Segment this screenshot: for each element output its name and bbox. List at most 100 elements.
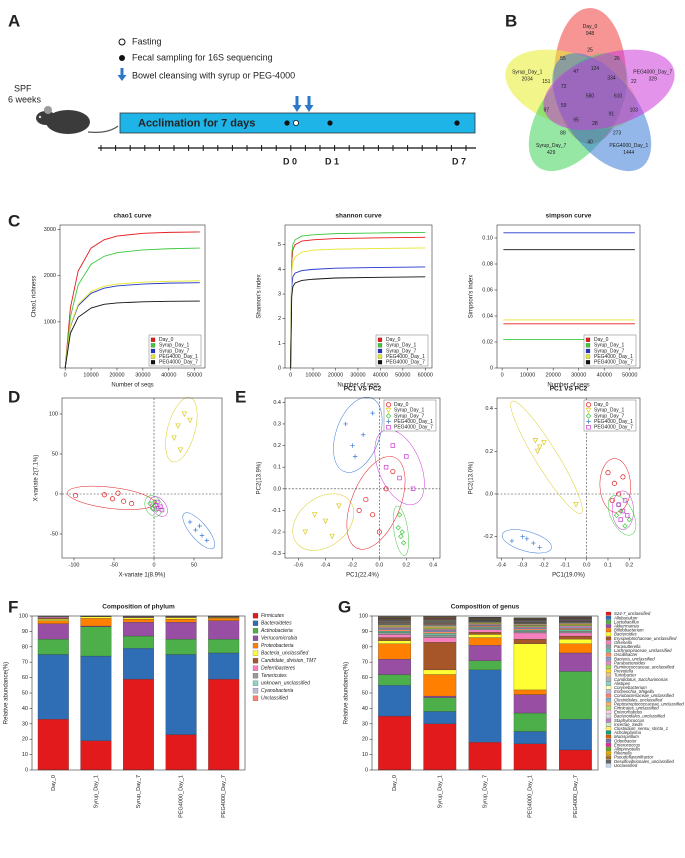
legend-swatch [605,738,612,743]
point [390,468,396,475]
point [197,523,202,529]
legend-swatch [605,722,612,727]
legend-swatch [150,337,156,342]
y-axis-label: Simpson's index [469,275,475,319]
venn-set-name: PEG4000_Day_1 [609,143,648,149]
bar-segment [423,697,457,712]
legend-box [375,334,429,367]
venn-region-count: 610 [614,93,623,99]
legend-label: PEG4000_Day_1 [594,419,633,425]
legend-label: Peptostreptococcaceae_unclassified [614,701,684,706]
legend-label: Proteobacteria [261,643,294,649]
bar-segment [513,689,547,695]
bar-segment [123,622,154,637]
legend-label: Lactobacillus [614,619,640,624]
y-tick-label: 0.4 [485,406,493,412]
legend-swatch [605,673,612,678]
legend-swatch [605,747,612,751]
legend-label: Day_0 [594,402,609,408]
legend-swatch [585,337,591,342]
legend-swatch [605,759,612,764]
point [101,492,107,498]
bar-segment [423,695,457,698]
legend-label: Syrup_Day_1 [594,343,625,349]
bar-segment [208,652,240,680]
legend-swatch [252,613,259,619]
legend-label: S24-7_unclassified [614,611,651,616]
chart-title: chao1 curve [114,213,152,220]
point [620,474,626,480]
bar-segment [80,618,112,627]
bar-segment [80,626,112,657]
point [622,523,628,529]
bar-segment [123,617,154,620]
x-tick-label: Syrup_Day_7 [136,775,142,808]
y-tick-label: 0.10 [482,235,493,241]
y-axis-label: PC2(13.0%) [469,462,475,495]
bar-segment [378,630,411,633]
legend-label: Ruminococcaceae_unclassified [614,664,675,669]
legend-swatch [605,734,612,739]
point [586,424,591,430]
y-tick-label: 3 [278,291,281,297]
point [397,475,402,481]
legend-label: Clostridiales_unclassified [614,697,663,702]
curve [64,280,200,369]
bar-segment [513,643,547,691]
legend-label: Escherichia_Shigella [614,689,654,694]
confidence-ellipse [346,456,406,550]
venn-set-count: 429 [547,150,556,156]
confidence-ellipse [144,495,163,517]
confidence-ellipse [612,490,634,530]
plot-frame [496,397,641,559]
bar-segment [423,628,457,630]
point [410,486,416,492]
y-tick-label: 10 [362,752,368,758]
point [390,443,396,448]
bar-segment [423,629,457,631]
legend-swatch [377,354,383,359]
plot-frame [31,615,246,771]
x-tick-label: 20000 [109,372,124,378]
legend-label: PEG4000_Day_1 [394,419,433,425]
bar-segment [378,634,411,638]
legend-swatch [377,348,383,354]
legend-label: Syrup_Day_7 [159,348,190,354]
point [360,432,366,437]
x-tick-label: 40000 [161,372,176,378]
y-tick-label: 0 [25,767,28,773]
point [329,533,335,540]
point [395,525,401,531]
legend-swatch [150,354,156,359]
y-tick-label: 5 [278,242,281,248]
sampling-dot [327,120,333,126]
y-tick-label: -0.1 [272,508,281,514]
y-tick-label: 10 [22,752,28,758]
point [175,423,181,429]
legend-swatch [252,695,259,701]
legend-swatch [585,343,591,348]
legend-label: Olsenella [614,640,633,645]
bar-segment [513,627,547,629]
legend-swatch [605,697,612,702]
x-tick-label: Syrup_Day_1 [437,775,443,808]
point [383,464,389,470]
point [585,407,592,414]
bar-segment [37,638,69,655]
bar-segment [559,626,592,629]
y-tick-label: 20 [22,737,28,743]
bar-segment [378,715,411,771]
venn-region-count: 47 [573,69,579,75]
legend-swatch [605,755,612,760]
x-tick-label: 0.2 [402,562,410,568]
point [400,540,407,546]
legend-label: Day_0 [394,402,409,408]
bar-segment [165,654,197,735]
mouse-label: SPF [14,83,32,93]
legend-label: Bacteria_unclassified [614,656,655,661]
y-tick-label: 3000 [44,227,56,233]
point [534,448,541,455]
venn-region-count: 97 [543,108,549,114]
legend-label: Enterococcus [614,742,641,747]
point [531,540,536,546]
